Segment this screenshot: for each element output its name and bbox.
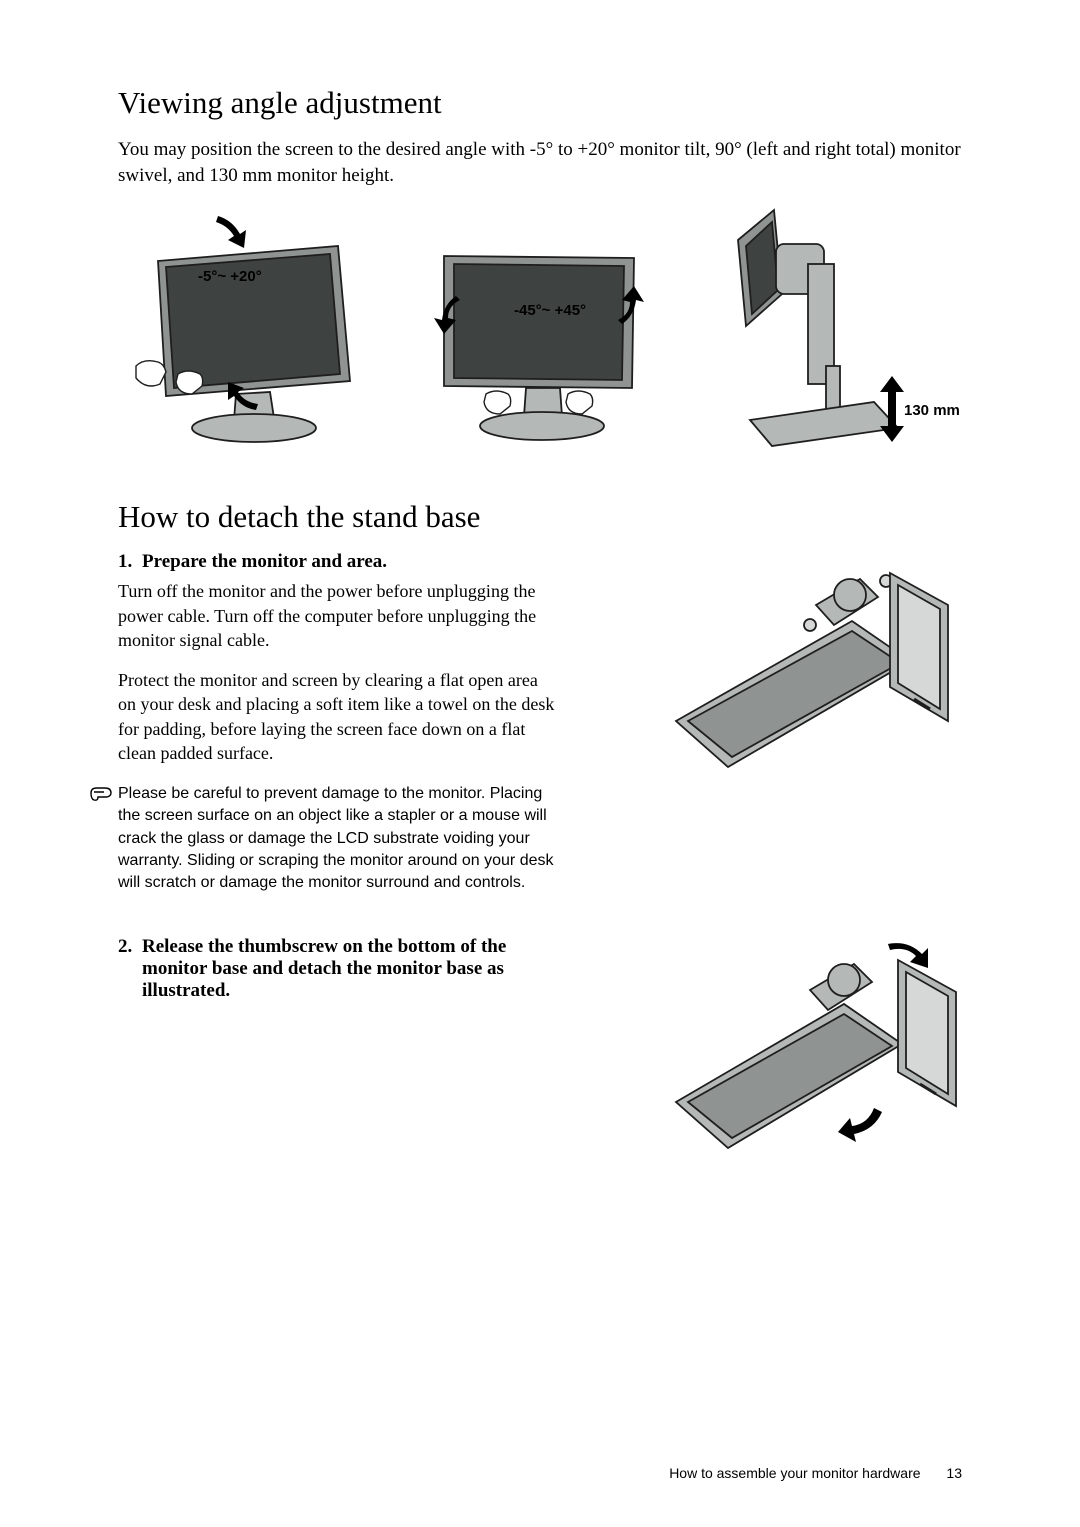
step-1-para-2: Protect the monitor and screen by cleari… xyxy=(118,668,558,765)
step-1-heading: 1.Prepare the monitor and area. xyxy=(118,551,558,573)
section1-title: Viewing angle adjustment xyxy=(118,85,962,121)
tilt-diagram: -5°~ +20° xyxy=(118,206,368,459)
page-footer: How to assemble your monitor hardware 13 xyxy=(669,1465,962,1481)
step-1-note: Please be careful to prevent damage to t… xyxy=(118,783,558,893)
tilt-label: -5°~ +20° xyxy=(198,268,262,285)
footer-page-number: 13 xyxy=(946,1465,962,1481)
step-1-heading-text: Prepare the monitor and area. xyxy=(142,551,387,572)
height-diagram: 130 mm xyxy=(702,206,962,459)
section2-title: How to detach the stand base xyxy=(118,499,962,535)
step-1-illustration xyxy=(664,551,964,816)
step-1-number: 1. xyxy=(118,551,142,573)
swivel-label: -45°~ +45° xyxy=(514,302,586,319)
hand-note-icon xyxy=(90,785,112,808)
diagram-row: -5°~ +20° -45 xyxy=(118,206,962,459)
height-label: 130 mm xyxy=(904,402,960,419)
step-2-heading: 2.Release the thumbscrew on the bottom o… xyxy=(118,936,558,1002)
swivel-diagram: -45°~ +45° xyxy=(410,206,660,459)
footer-chapter: How to assemble your monitor hardware xyxy=(669,1465,920,1481)
step-2-illustration xyxy=(664,930,964,1195)
step-2-number: 2. xyxy=(118,936,142,958)
step-1: 1.Prepare the monitor and area. Turn off… xyxy=(118,551,962,893)
section1-intro: You may position the screen to the desir… xyxy=(118,137,962,188)
step-1-para-1: Turn off the monitor and the power befor… xyxy=(118,579,558,652)
step-1-note-text: Please be careful to prevent damage to t… xyxy=(118,783,558,893)
step-2-heading-text: Release the thumbscrew on the bottom of … xyxy=(142,936,506,1001)
step-2: 2.Release the thumbscrew on the bottom o… xyxy=(118,936,962,1002)
